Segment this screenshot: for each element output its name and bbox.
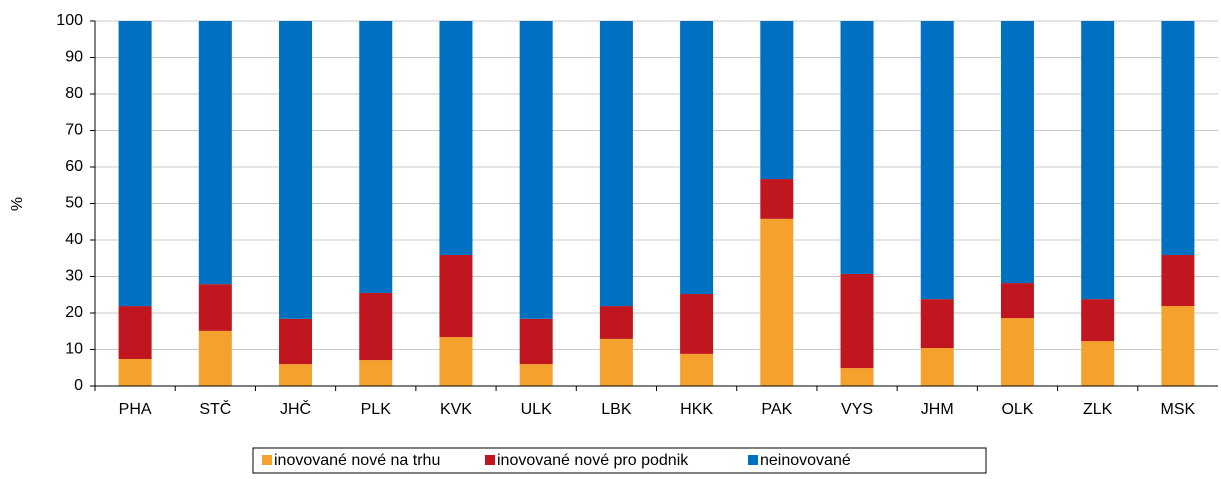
bar-segment — [1161, 21, 1195, 255]
bar-segment — [519, 21, 553, 319]
legend-label: inovované nové na trhu — [274, 452, 440, 469]
x-tick-label: OLK — [1001, 401, 1033, 418]
bar-segment — [198, 21, 232, 285]
legend-swatch — [262, 455, 272, 465]
legend-box — [252, 447, 987, 474]
bar-segment — [439, 21, 473, 255]
y-tick-label: 20 — [65, 304, 83, 321]
bar-segment — [118, 21, 152, 307]
bar-segment — [198, 330, 232, 386]
bar-segment — [599, 338, 633, 386]
y-tick-label: 40 — [65, 231, 83, 248]
bar-segment — [359, 292, 393, 361]
bar-segment — [1000, 318, 1034, 386]
y-tick-label: 60 — [65, 158, 83, 175]
bar-segment — [760, 179, 794, 219]
bar-segment — [519, 318, 553, 365]
x-tick-label: PHA — [119, 401, 152, 418]
bar-segment — [599, 21, 633, 307]
bar-segment — [920, 348, 954, 386]
x-tick-label: ZLK — [1083, 401, 1113, 418]
bar-segment — [359, 21, 393, 293]
legend-label: inovované nové pro podnik — [497, 452, 689, 469]
bar-segment — [439, 254, 473, 338]
x-tick-label: KVK — [440, 401, 472, 418]
y-tick-label: 30 — [65, 268, 83, 285]
legend-swatch — [485, 455, 495, 465]
bar-segment — [760, 21, 794, 180]
y-tick-label: 0 — [74, 377, 83, 394]
bar-segment — [760, 218, 794, 386]
bar-segment — [1161, 306, 1195, 386]
bar-segment — [1161, 254, 1195, 307]
bar-segment — [118, 306, 152, 359]
x-tick-label: ULK — [521, 401, 552, 418]
legend-label: neinovované — [760, 452, 851, 469]
bar-segment — [1081, 341, 1115, 386]
y-tick-label: 10 — [65, 341, 83, 358]
x-tick-label: HKK — [680, 401, 713, 418]
bar-segment — [680, 21, 714, 295]
x-tick-label: JHČ — [280, 399, 311, 418]
bar-segment — [279, 21, 313, 319]
bar-segment — [1000, 283, 1034, 319]
bar-segment — [279, 364, 313, 386]
y-tick-label: 100 — [56, 12, 83, 29]
y-axis-label: % — [9, 197, 26, 211]
x-tick-label: STČ — [199, 399, 231, 418]
y-tick-label: 50 — [65, 195, 83, 212]
bar-segment — [920, 299, 954, 349]
y-tick-label: 70 — [65, 122, 83, 139]
x-tick-label: JHM — [921, 401, 954, 418]
x-tick-label: MSK — [1161, 401, 1196, 418]
x-tick-label: VYS — [841, 401, 873, 418]
bar-segment — [1000, 21, 1034, 284]
bar-segment — [840, 21, 874, 274]
y-tick-label: 90 — [65, 49, 83, 66]
x-tick-label: LBK — [601, 401, 632, 418]
x-tick-label: PAK — [761, 401, 792, 418]
bar-segment — [198, 284, 232, 331]
bar-segment — [680, 294, 714, 354]
bar-segment — [118, 358, 152, 386]
bar-segment — [840, 368, 874, 386]
bar-segment — [439, 337, 473, 386]
bar-segment — [840, 273, 874, 369]
y-tick-label: 80 — [65, 85, 83, 102]
bar-segment — [1081, 21, 1115, 300]
x-tick-label: PLK — [361, 401, 392, 418]
bar-segment — [359, 360, 393, 386]
bar-segment — [1081, 299, 1115, 342]
bar-segment — [599, 306, 633, 339]
bar-segment — [920, 21, 954, 300]
bar-segment — [519, 364, 553, 386]
legend-swatch — [748, 455, 758, 465]
bar-segment — [279, 318, 313, 365]
bar-segment — [680, 353, 714, 386]
